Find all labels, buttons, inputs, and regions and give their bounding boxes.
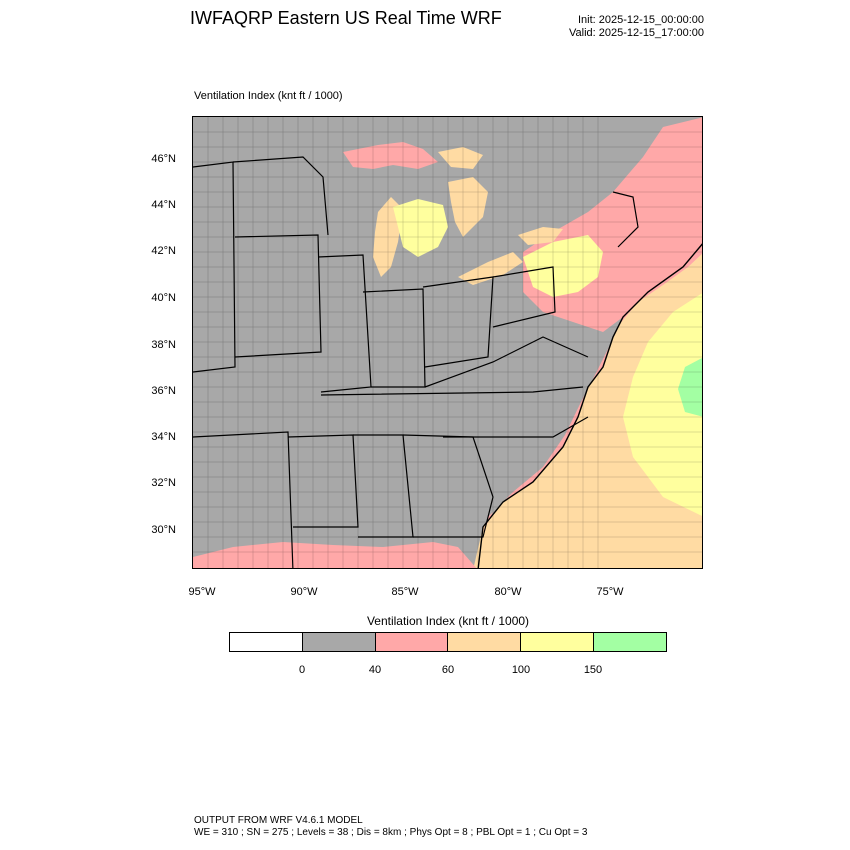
lat-label-32: 32°N <box>151 477 176 489</box>
map-canvas <box>193 117 702 568</box>
lat-label-30: 30°N <box>151 524 176 536</box>
lat-label-34: 34°N <box>151 431 176 443</box>
atlantic-ocean <box>473 244 702 568</box>
field-label: Ventilation Index (knt ft / 1000) <box>194 90 343 102</box>
legend-box <box>375 633 449 651</box>
pennsylvania-elevated-zone <box>523 235 603 297</box>
lat-label-38: 38°N <box>151 339 176 351</box>
legend-box <box>521 633 595 651</box>
state-boundaries <box>193 156 639 568</box>
legend-box <box>230 633 303 651</box>
lon-label-95: 95°W <box>188 586 216 598</box>
model-info: OUTPUT FROM WRF V4.6.1 MODEL <box>194 815 363 826</box>
ventilation-index-map <box>192 116 703 569</box>
lake-superior-east <box>438 147 483 169</box>
gulf-of-mexico <box>193 542 477 568</box>
lat-label-46: 46°N <box>151 153 176 165</box>
legend-bar <box>229 632 667 652</box>
lat-label-40: 40°N <box>151 292 176 304</box>
lon-label-85: 85°W <box>391 586 419 598</box>
legend-tick-60: 60 <box>441 664 455 676</box>
lake-superior <box>343 142 438 169</box>
coastline <box>477 243 702 568</box>
ocean-high-zone <box>623 293 702 517</box>
ocean-max-zone <box>678 358 702 417</box>
lake-erie <box>458 252 523 285</box>
model-options: WE = 310 ; SN = 275 ; Levels = 38 ; Dis … <box>194 827 588 838</box>
legend-box <box>448 633 522 651</box>
lon-label-80: 80°W <box>494 586 522 598</box>
legend-title: Ventilation Index (knt ft / 1000) <box>366 614 530 628</box>
init-time: Init: 2025-12-15_00:00:00 <box>578 14 704 26</box>
legend-box <box>594 633 666 651</box>
lon-label-90: 90°W <box>290 586 318 598</box>
legend-tick-0: 0 <box>298 664 306 676</box>
michigan-shading <box>393 199 448 257</box>
legend-tick-40: 40 <box>368 664 382 676</box>
county-lines <box>193 117 702 568</box>
canada <box>493 117 663 227</box>
lat-label-36: 36°N <box>151 385 176 397</box>
lake-ontario <box>518 227 563 245</box>
legend-tick-150: 150 <box>583 664 603 676</box>
legend-box <box>302 633 376 651</box>
map-title: IWFAQRP Eastern US Real Time WRF <box>190 8 502 28</box>
lake-huron <box>448 177 488 237</box>
legend-tick-100: 100 <box>511 664 531 676</box>
valid-time: Valid: 2025-12-15_17:00:00 <box>569 27 704 39</box>
lat-label-44: 44°N <box>151 199 176 211</box>
lon-label-75: 75°W <box>596 586 624 598</box>
lat-label-42: 42°N <box>151 245 176 257</box>
